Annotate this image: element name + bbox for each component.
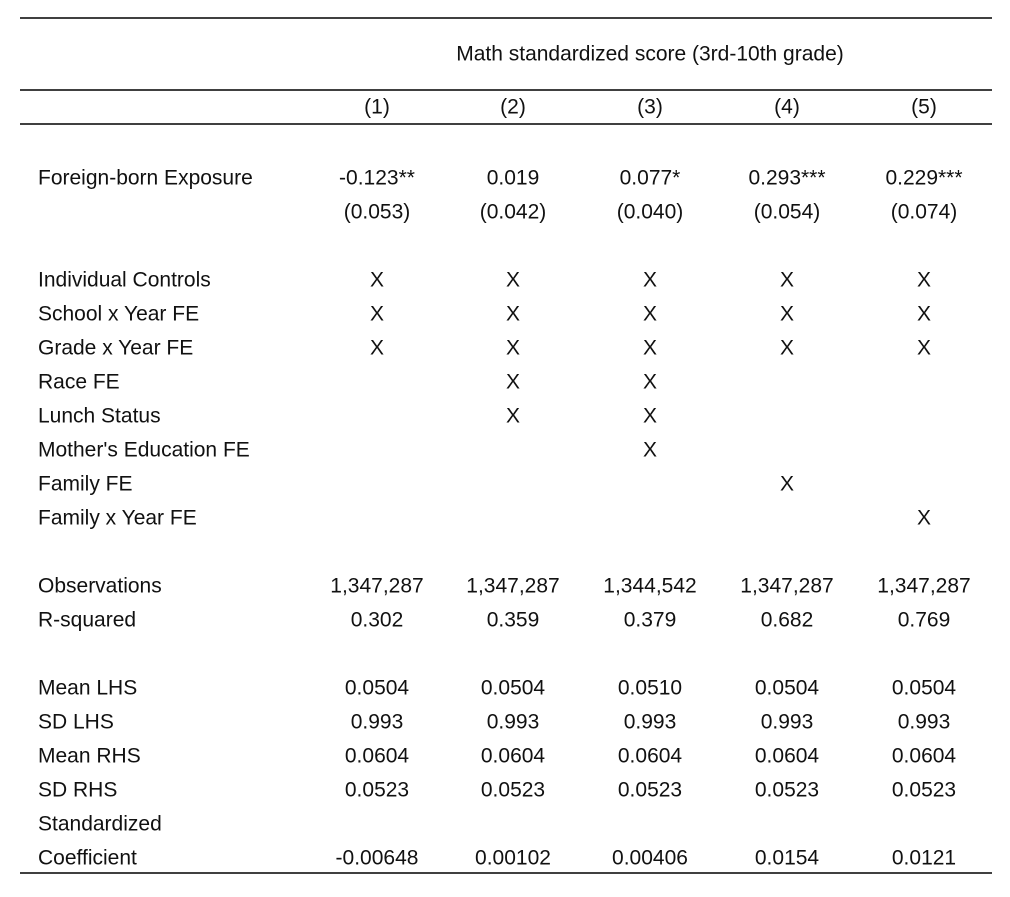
cell: 0.00406 xyxy=(612,847,688,870)
row-label: Individual Controls xyxy=(38,269,211,292)
cell: 0.0504 xyxy=(481,677,546,700)
column-header: (1) xyxy=(364,96,390,119)
std-error: (0.042) xyxy=(480,201,547,224)
cell: 1,344,542 xyxy=(603,575,696,598)
cell: 0.0510 xyxy=(618,677,682,700)
cell: 0.993 xyxy=(898,711,951,734)
column-header: (5) xyxy=(911,96,937,119)
cell: 0.0504 xyxy=(892,677,957,700)
cell: 0.0604 xyxy=(345,745,410,768)
cell: 0.0604 xyxy=(618,745,683,768)
std-error: (0.054) xyxy=(754,201,821,224)
cell: 1,347,287 xyxy=(877,575,970,598)
cell: 1,347,287 xyxy=(740,575,833,598)
row-label: SD LHS xyxy=(38,711,114,734)
cell: X xyxy=(917,337,931,360)
row-label: Family x Year FE xyxy=(38,507,197,530)
row-label: Coefficient xyxy=(38,847,137,870)
cell: 0.0504 xyxy=(345,677,410,700)
cell: 0.993 xyxy=(761,711,814,734)
cell: X xyxy=(643,337,657,360)
cell: X xyxy=(780,473,794,496)
cell: X xyxy=(917,269,931,292)
cell: 0.0604 xyxy=(892,745,957,768)
cell: 0.769 xyxy=(898,609,951,632)
row-label: Mean LHS xyxy=(38,677,137,700)
cell: X xyxy=(506,269,520,292)
row-label: Family FE xyxy=(38,473,133,496)
cell: X xyxy=(506,371,520,394)
row-label: Lunch Status xyxy=(38,405,161,428)
cell: X xyxy=(917,507,931,530)
column-header: (3) xyxy=(637,96,663,119)
cell: 0.0604 xyxy=(481,745,546,768)
cell: 0.0504 xyxy=(755,677,820,700)
cell: X xyxy=(506,303,520,326)
cell: 0.293*** xyxy=(748,167,825,190)
cell: 0.00102 xyxy=(475,847,551,870)
cell: X xyxy=(780,269,794,292)
cell: 0.993 xyxy=(624,711,677,734)
row-label: Mother's Education FE xyxy=(38,439,250,462)
cell: X xyxy=(780,337,794,360)
cell: 0.0121 xyxy=(892,847,956,870)
std-error: (0.074) xyxy=(891,201,958,224)
column-header: (2) xyxy=(500,96,526,119)
cell: X xyxy=(643,269,657,292)
cell: -0.00648 xyxy=(336,847,419,870)
cell: 0.0523 xyxy=(892,779,956,802)
row-label: School x Year FE xyxy=(38,303,199,326)
row-label: Foreign-born Exposure xyxy=(38,167,253,190)
cell: 0.019 xyxy=(487,167,540,190)
cell: -0.123** xyxy=(339,167,415,190)
row-label: Observations xyxy=(38,575,162,598)
cell: X xyxy=(370,303,384,326)
column-header: (4) xyxy=(774,96,800,119)
row-label: Race FE xyxy=(38,371,120,394)
cell: 0.0154 xyxy=(755,847,820,870)
cell: 0.993 xyxy=(487,711,540,734)
cell: X xyxy=(506,405,520,428)
cell: 0.0523 xyxy=(618,779,682,802)
cell: X xyxy=(780,303,794,326)
cell: X xyxy=(643,405,657,428)
cell: 0.077* xyxy=(620,167,681,190)
cell: 0.993 xyxy=(351,711,404,734)
cell: 0.0523 xyxy=(481,779,545,802)
cell: 0.0523 xyxy=(345,779,409,802)
cell: 0.0604 xyxy=(755,745,820,768)
cell: X xyxy=(370,269,384,292)
std-error: (0.040) xyxy=(617,201,684,224)
cell: 0.359 xyxy=(487,609,540,632)
row-label: Standardized xyxy=(38,813,162,836)
cell: 0.379 xyxy=(624,609,677,632)
cell: X xyxy=(643,303,657,326)
row-label: SD RHS xyxy=(38,779,117,802)
cell: 1,347,287 xyxy=(466,575,559,598)
cell: X xyxy=(643,371,657,394)
cell: 0.682 xyxy=(761,609,814,632)
cell: 1,347,287 xyxy=(330,575,423,598)
cell: X xyxy=(370,337,384,360)
std-error: (0.053) xyxy=(344,201,411,224)
row-label: Grade x Year FE xyxy=(38,337,193,360)
cell: 0.0523 xyxy=(755,779,819,802)
cell: 0.302 xyxy=(351,609,404,632)
table-title: Math standardized score (3rd-10th grade) xyxy=(456,43,844,66)
cell: X xyxy=(506,337,520,360)
cell: X xyxy=(917,303,931,326)
row-label: Mean RHS xyxy=(38,745,141,768)
row-label: R-squared xyxy=(38,609,136,632)
cell: 0.229*** xyxy=(885,167,962,190)
cell: X xyxy=(643,439,657,462)
